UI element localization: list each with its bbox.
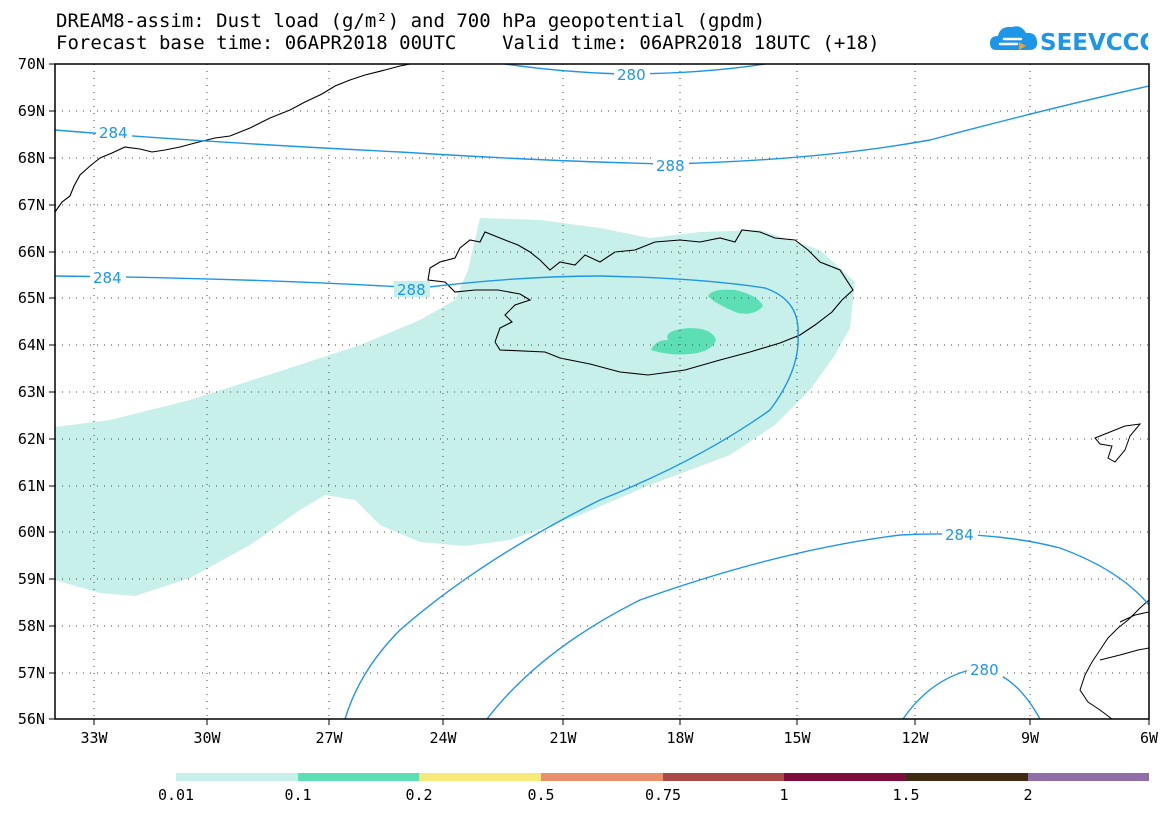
lon-label: 27W bbox=[315, 729, 343, 747]
colorbar-swatch bbox=[541, 773, 663, 781]
contour-284-south bbox=[486, 533, 1149, 719]
colorbar-label: 1 bbox=[779, 786, 788, 804]
map-content: 280 284 288 284 288 284 280 bbox=[55, 64, 1149, 719]
colorbar-swatch bbox=[784, 773, 906, 781]
iceland-coastline bbox=[427, 229, 854, 376]
lat-label: 68N bbox=[18, 149, 45, 167]
contour-label: 284 bbox=[93, 269, 122, 287]
axis-ticks bbox=[49, 63, 1150, 725]
contour-labels: 280 284 288 284 288 284 280 bbox=[90, 66, 1003, 679]
contour-label: 284 bbox=[945, 526, 974, 544]
contour-label: 280 bbox=[970, 661, 999, 679]
contour-label: 280 bbox=[617, 66, 646, 84]
colorbar-swatch bbox=[419, 773, 541, 781]
lat-label: 64N bbox=[18, 336, 45, 354]
scotland-coastline bbox=[1079, 599, 1149, 719]
lat-label: 70N bbox=[18, 55, 45, 73]
lat-label: 59N bbox=[18, 570, 45, 588]
lon-label: 24W bbox=[429, 729, 457, 747]
greenland-coastline bbox=[55, 64, 411, 213]
lon-label: 21W bbox=[549, 729, 577, 747]
lon-label: 18W bbox=[666, 729, 694, 747]
lat-label: 63N bbox=[18, 383, 45, 401]
colorbar-label: 0.5 bbox=[527, 786, 554, 804]
lat-label: 61N bbox=[18, 477, 45, 495]
contour-label: 288 bbox=[397, 281, 426, 299]
colorbar-labels: 0.01 0.1 0.2 0.5 0.75 1 1.5 2 bbox=[158, 786, 1033, 804]
lon-label: 33W bbox=[80, 729, 108, 747]
colorbar bbox=[176, 773, 1149, 781]
cloud-icon bbox=[990, 26, 1038, 50]
lat-label: 65N bbox=[18, 289, 45, 307]
lat-labels: 70N 69N 68N 67N 66N 65N 64N 63N 62N 61N … bbox=[18, 55, 45, 728]
colorbar-label: 0.1 bbox=[284, 786, 311, 804]
seevccc-logo: SEEVCCC bbox=[988, 20, 1148, 60]
lon-label: 9W bbox=[1021, 729, 1040, 747]
dust-shading-low bbox=[55, 218, 855, 596]
lat-label: 66N bbox=[18, 243, 45, 261]
contour-284-north bbox=[55, 85, 1149, 165]
lat-label: 60N bbox=[18, 523, 45, 541]
lat-label: 58N bbox=[18, 617, 45, 635]
colorbar-label: 2 bbox=[1023, 786, 1032, 804]
lon-label: 12W bbox=[901, 729, 929, 747]
lat-label: 62N bbox=[18, 430, 45, 448]
lat-label: 67N bbox=[18, 196, 45, 214]
contour-label: 284 bbox=[99, 124, 128, 142]
dust-shading-mid bbox=[651, 328, 716, 355]
colorbar-swatch bbox=[298, 773, 419, 781]
contour-label: 288 bbox=[656, 157, 685, 175]
map-subtitle: Forecast base time: 06APR2018 00UTC Vali… bbox=[56, 32, 880, 54]
lon-labels: 33W 30W 27W 24W 21W 18W 15W 12W 9W 6W bbox=[80, 729, 1159, 747]
colorbar-swatch bbox=[1028, 773, 1149, 781]
lon-label: 30W bbox=[193, 729, 221, 747]
colorbar-swatch bbox=[176, 773, 298, 781]
map-title: DREAM8-assim: Dust load (g/m²) and 700 h… bbox=[56, 10, 766, 32]
colorbar-swatch bbox=[906, 773, 1028, 781]
colorbar-swatch bbox=[663, 773, 784, 781]
dust-shading-mid bbox=[708, 289, 763, 314]
lat-label: 56N bbox=[18, 710, 45, 728]
lat-label: 69N bbox=[18, 102, 45, 120]
colorbar-label: 0.75 bbox=[645, 786, 681, 804]
lon-label: 15W bbox=[783, 729, 811, 747]
colorbar-label: 1.5 bbox=[892, 786, 919, 804]
lat-label: 57N bbox=[18, 664, 45, 682]
lon-label: 6W bbox=[1140, 729, 1159, 747]
faroe-coastline bbox=[1094, 423, 1142, 463]
colorbar-label: 0.01 bbox=[158, 786, 194, 804]
lat-gridlines bbox=[55, 110, 1149, 674]
logo-text: SEEVCCC bbox=[1040, 30, 1148, 56]
colorbar-label: 0.2 bbox=[405, 786, 432, 804]
